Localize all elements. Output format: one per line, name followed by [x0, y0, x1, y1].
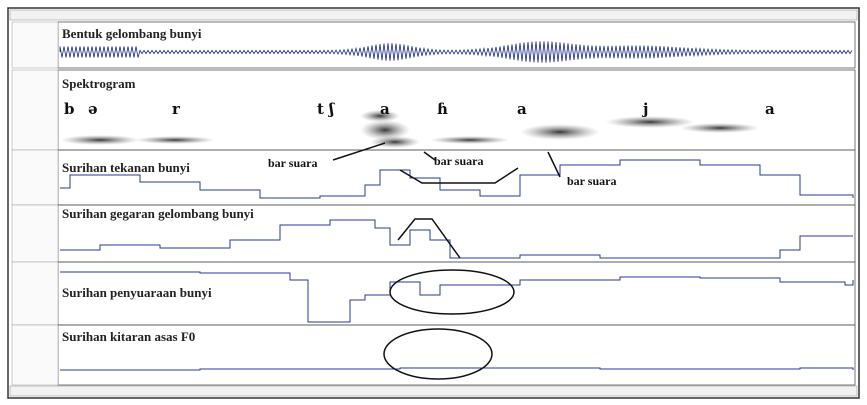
labels: Bentuk gelombang bunyi Spektrogram Surihan…	[62, 26, 775, 344]
phoneme-label: t ʃ	[317, 100, 335, 118]
trace-f0	[60, 367, 854, 371]
annotation: bar suara	[567, 174, 616, 188]
spectrogram-energy	[605, 116, 695, 128]
top-ruler	[9, 9, 858, 21]
phoneme-label: b	[64, 100, 75, 118]
spectrogram-energy	[135, 136, 215, 144]
axis-strip	[11, 324, 59, 386]
phoneme-label: r	[172, 100, 181, 118]
axis-strip	[11, 21, 59, 69]
trace-voicing	[60, 271, 854, 323]
frame	[7, 7, 860, 399]
annotation: bar suara	[268, 156, 317, 170]
spectrogram-energy	[60, 135, 140, 145]
phoneme-label: ɦ	[437, 100, 448, 118]
arrow	[423, 151, 436, 161]
arrow	[547, 151, 561, 178]
phoneme-label: a	[380, 100, 390, 118]
panel-title: Surihan penyuaraan bunyi	[62, 285, 212, 300]
traces	[59, 41, 854, 371]
highlight-ellipse	[383, 328, 493, 380]
trace-pressure	[60, 159, 854, 199]
arrow	[332, 142, 386, 161]
panel-title: Surihan tekanan bunyi	[62, 160, 190, 175]
waveform	[59, 41, 853, 63]
spectrogram-energy	[680, 123, 760, 133]
phoneme-label: a	[765, 100, 775, 118]
spectrogram-energy	[430, 136, 510, 144]
phoneme-label: j	[641, 100, 648, 118]
axis-strip	[11, 69, 59, 151]
annotation-marks	[332, 142, 561, 380]
bracket	[399, 167, 519, 184]
spectrogram-energy	[370, 136, 420, 148]
bracket	[397, 218, 461, 259]
spectrogram-energy	[360, 110, 400, 122]
panel-title: Bentuk gelombang bunyi	[62, 26, 202, 41]
phoneme-label: ə	[88, 100, 98, 118]
panel-title: Surihan kitaran asas F0	[62, 329, 195, 344]
axis-strip	[11, 261, 59, 326]
annotation: bar suara	[434, 154, 483, 168]
trace-vibration	[60, 219, 853, 259]
axis-strip	[11, 149, 59, 206]
bottom-ruler	[9, 385, 858, 397]
panel-title: Surihan gegaran gelombang bunyi	[62, 206, 254, 221]
phoneme-label: a	[517, 100, 527, 118]
panels	[11, 21, 856, 386]
spectrogram-energy	[360, 120, 410, 140]
axis-strip	[11, 204, 59, 263]
highlight-ellipse	[389, 269, 515, 315]
panel-title: Spektrogram	[62, 76, 136, 91]
spectrogram-energy	[520, 124, 600, 140]
